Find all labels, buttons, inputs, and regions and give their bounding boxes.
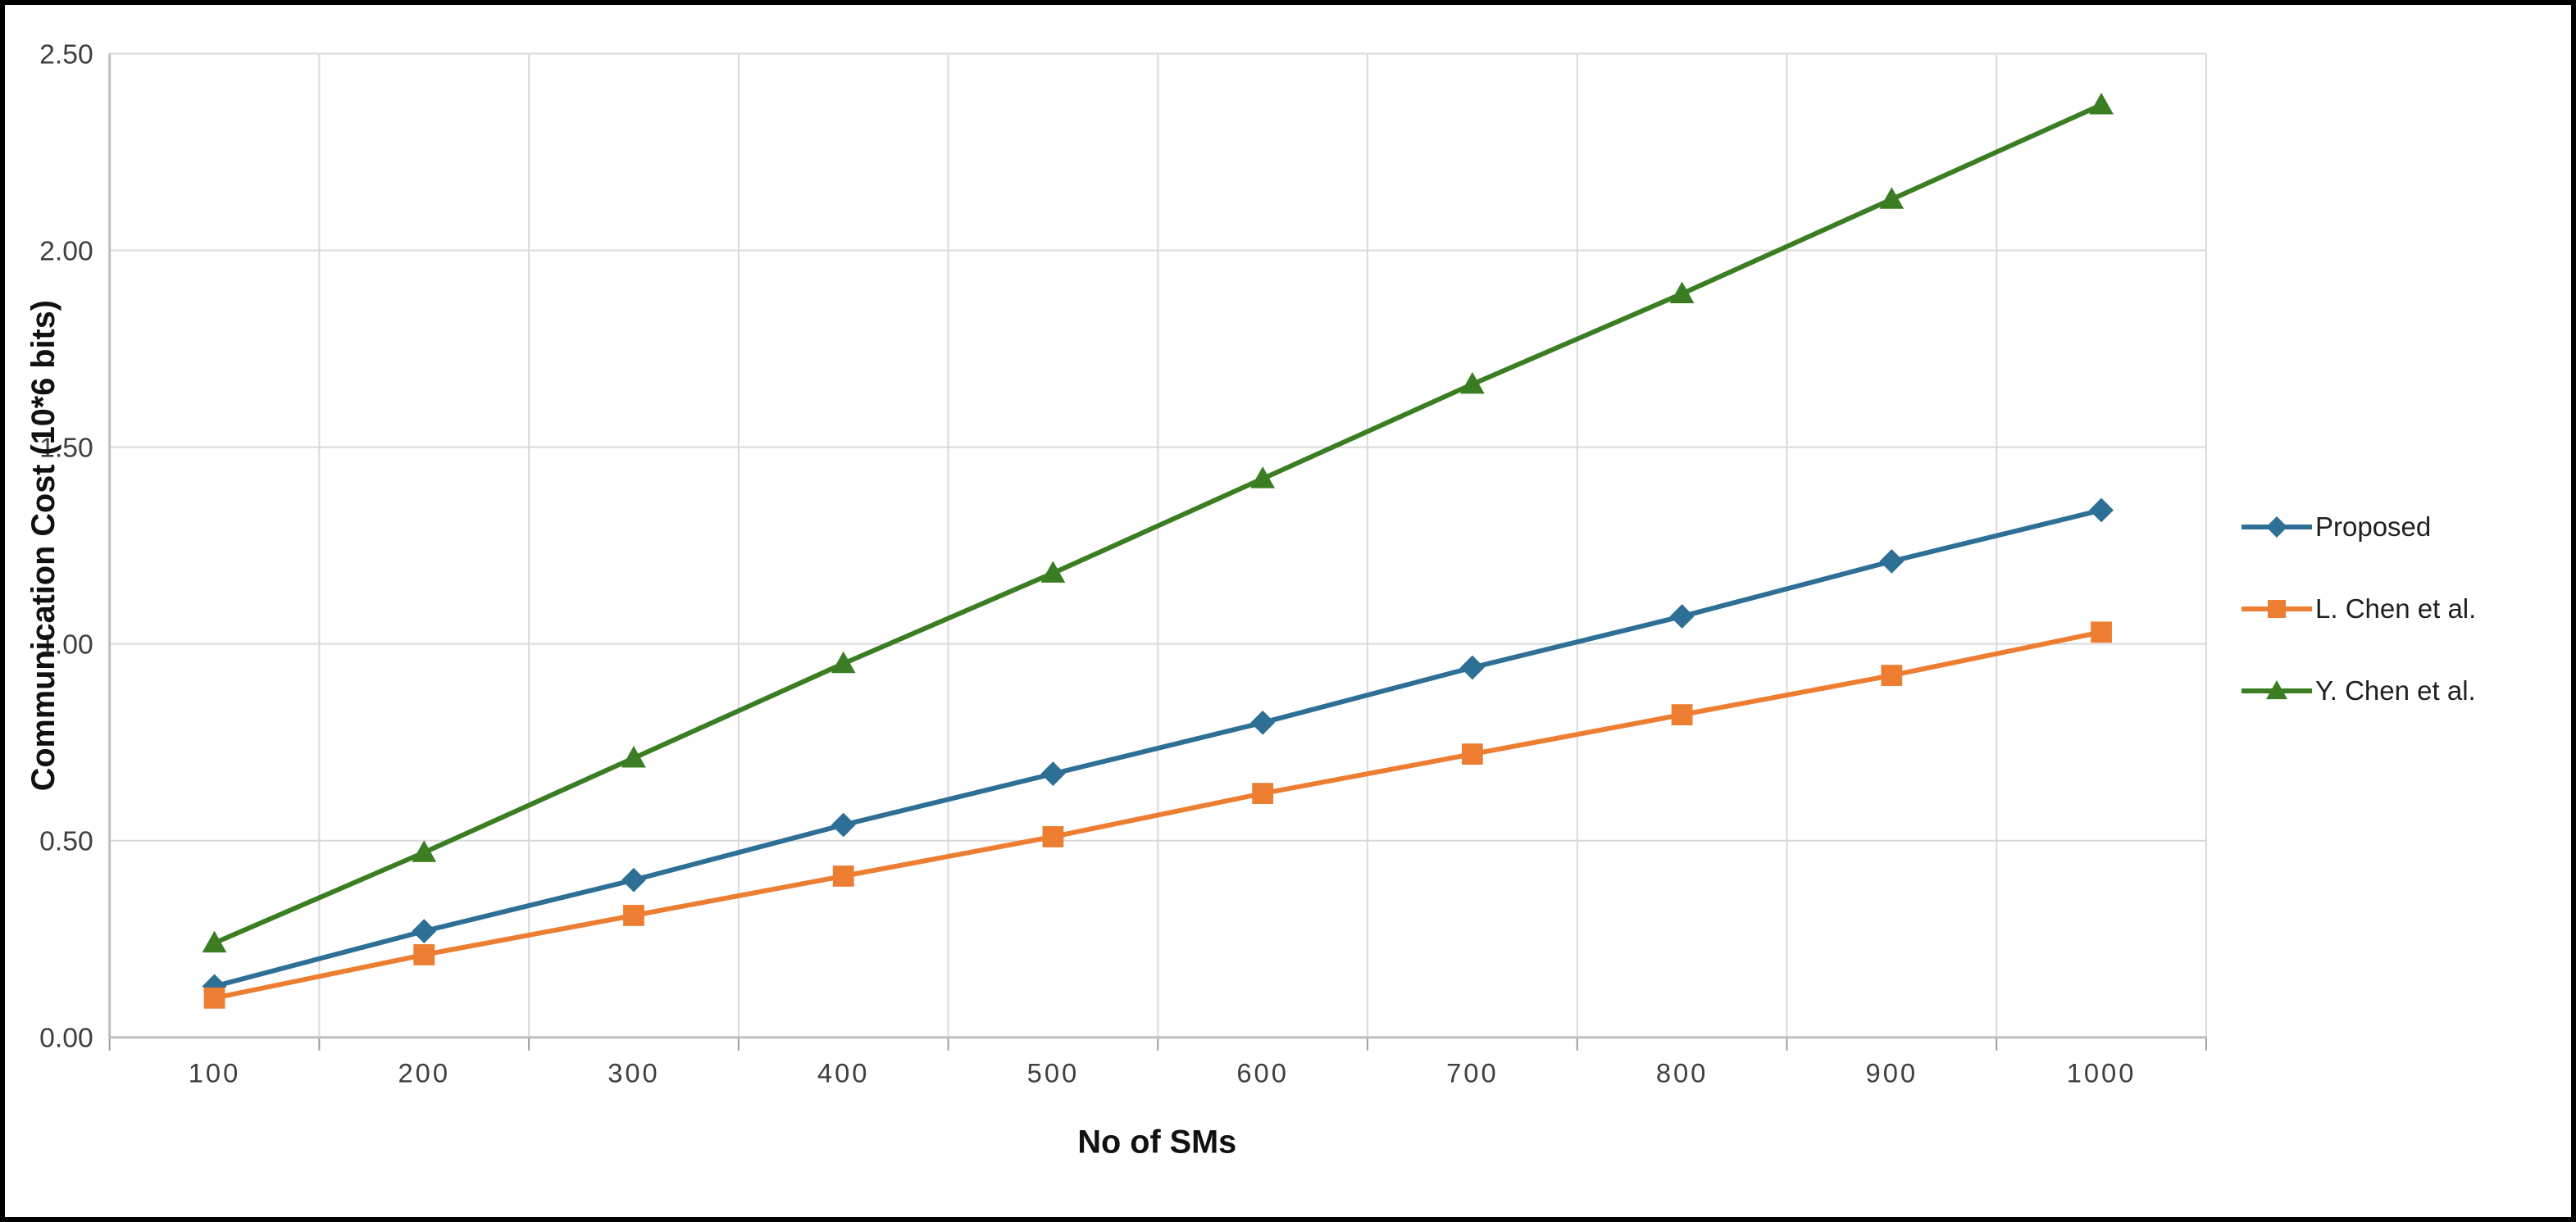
series-l-chen-et-al [203, 621, 2112, 1009]
legend-item-proposed[interactable]: Proposed [2241, 511, 2476, 543]
x-tick-label: 600 [1236, 1057, 1289, 1088]
legend-label-y-chen-et-al: Y. Chen et al. [2315, 675, 2476, 706]
x-tick-label: 500 [1027, 1057, 1080, 1088]
triangle-legend-marker-icon [2241, 680, 2312, 700]
axes [108, 53, 2207, 1051]
x-tick-label: 200 [398, 1057, 450, 1088]
series-y-chen-et-al [202, 93, 2114, 953]
square-legend-marker-icon [2241, 600, 2312, 618]
legend-item-l-chen-et-al[interactable]: L. Chen et al. [2241, 593, 2476, 625]
x-axis-title: No of SMs [1077, 1124, 1236, 1161]
x-tick-label: 700 [1446, 1057, 1499, 1088]
series-proposed [202, 497, 2114, 999]
tick-labels: 0.00 0.50 1.00 1.50 2.00 2.50 100 200 300 400 500 6… [39, 39, 2137, 1088]
line-chart: 0.00 0.50 1.00 1.50 2.00 2.50 100 200 300 400 500 6… [25, 39, 2207, 1161]
y-tick-label: 1.50 [39, 433, 93, 464]
y-tick-label: 2.00 [39, 235, 93, 266]
gridlines [108, 52, 2207, 1038]
x-tick-label: 400 [817, 1057, 870, 1088]
diamond-legend-marker-icon [2241, 516, 2312, 538]
x-tick-label: 1000 [2067, 1057, 2137, 1088]
legend-item-y-chen-et-al[interactable]: Y. Chen et al. [2241, 675, 2476, 706]
legend-label-l-chen-et-al: L. Chen et al. [2315, 593, 2477, 624]
y-tick-label: 2.50 [39, 39, 93, 70]
series-line-l-chen-et-al [213, 629, 2102, 1001]
x-tick-label: 300 [608, 1057, 660, 1088]
series-line-y-chen-et-al [213, 102, 2103, 946]
legend: Proposed L. Chen et al. Y. Chen et al. [2241, 511, 2476, 706]
y-tick-label: 1.00 [39, 629, 93, 661]
x-tick-label: 100 [189, 1057, 241, 1088]
y-axis-title: Communication Cost (10*6 bits) [25, 300, 61, 791]
y-tick-label: 0.50 [39, 826, 93, 857]
x-tick-label: 900 [1866, 1057, 1918, 1088]
series-lines [202, 93, 2114, 1009]
x-tick-label: 800 [1656, 1057, 1709, 1088]
legend-label-proposed: Proposed [2315, 511, 2432, 542]
y-tick-label: 0.00 [39, 1023, 93, 1054]
series-line-proposed [213, 507, 2102, 989]
